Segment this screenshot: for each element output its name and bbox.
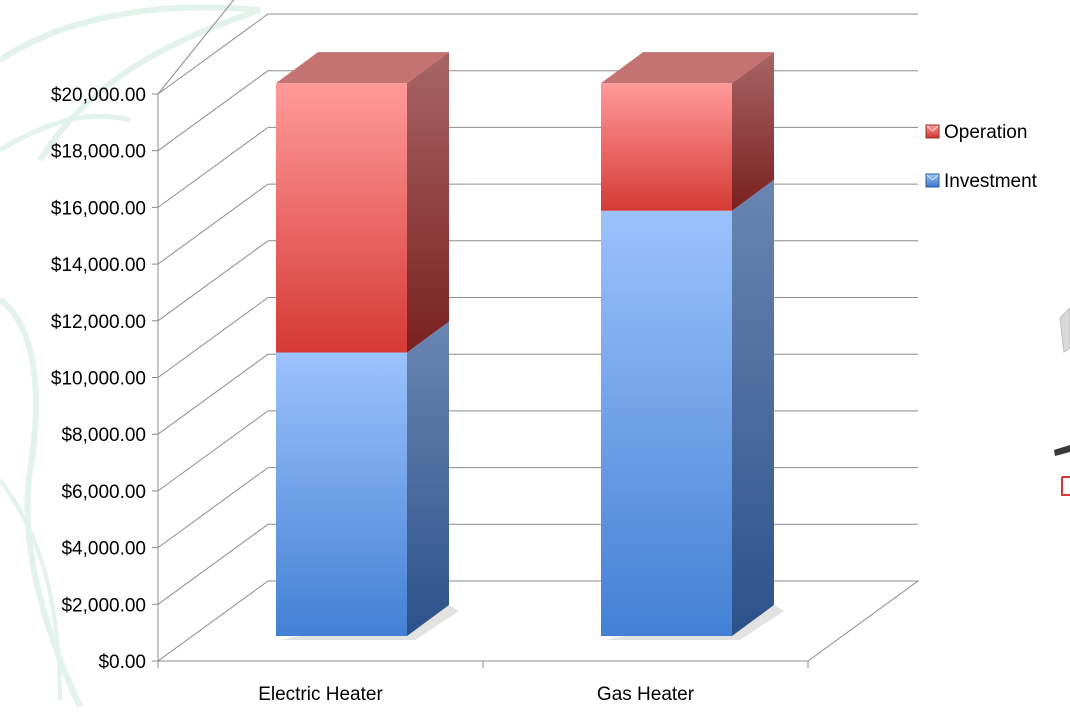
y-axis-tick-labels: $0.00 $2,000.00 $4,000.00 $6,000.00 $8,000.0… [51, 85, 146, 673]
y-tick-label: $4,000.00 [61, 539, 146, 560]
bar-operation-gas-heater [601, 52, 774, 211]
bar-investment-gas-heater [601, 179, 774, 636]
y-tick-label: $8,000.00 [61, 425, 146, 446]
leaf-watermark-icon [0, 4, 261, 709]
chart-axes [152, 93, 920, 668]
y-tick-label: $14,000.00 [51, 255, 146, 276]
y-tick-label: $16,000.00 [51, 198, 146, 219]
legend-label: Operation [944, 122, 1027, 143]
legend-item: Operation [925, 122, 1027, 143]
bar-investment-electric-heater [276, 321, 449, 636]
heater-clipart-icon [1054, 307, 1070, 496]
y-tick-label: $2,000.00 [61, 595, 146, 616]
x-tick-label: Gas Heater [597, 684, 695, 705]
y-tick-label: $6,000.00 [61, 482, 146, 503]
x-axis-tick-labels: Electric Heater Gas Heater [258, 684, 695, 705]
x-tick-label: Electric Heater [258, 684, 383, 705]
y-tick-label: $12,000.00 [51, 312, 146, 333]
bar-top-face-electric-heater [276, 52, 449, 84]
chart-legend: Operation Investment [925, 122, 1038, 192]
chart-bars [276, 52, 784, 640]
y-tick-label: $0.00 [98, 652, 146, 673]
y-tick-label: $10,000.00 [51, 369, 146, 390]
legend-label: Investment [944, 171, 1038, 192]
legend-item: Investment [925, 171, 1038, 192]
bar-operation-electric-heater [276, 52, 449, 353]
bar-top-face-gas-heater [601, 52, 774, 84]
y-tick-label: $18,000.00 [51, 142, 146, 163]
y-tick-label: $20,000.00 [51, 85, 146, 106]
